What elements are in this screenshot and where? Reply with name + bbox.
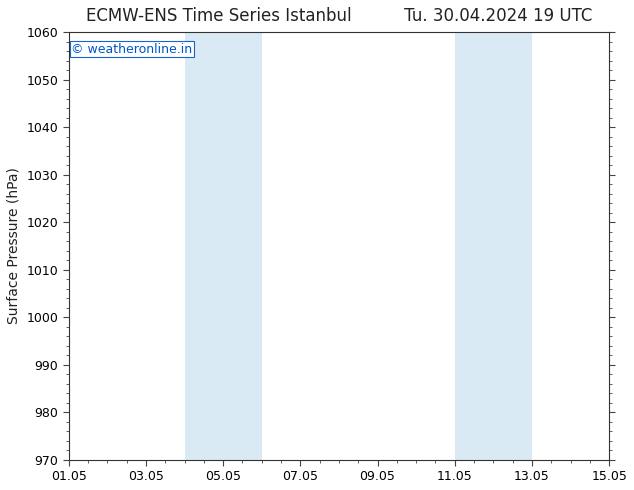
Bar bbox=[455, 32, 532, 460]
Text: © weatheronline.in: © weatheronline.in bbox=[72, 43, 193, 56]
Y-axis label: Surface Pressure (hPa): Surface Pressure (hPa) bbox=[7, 168, 21, 324]
Title: ECMW-ENS Time Series Istanbul          Tu. 30.04.2024 19 UTC: ECMW-ENS Time Series Istanbul Tu. 30.04.… bbox=[86, 7, 592, 25]
Bar bbox=[184, 32, 262, 460]
